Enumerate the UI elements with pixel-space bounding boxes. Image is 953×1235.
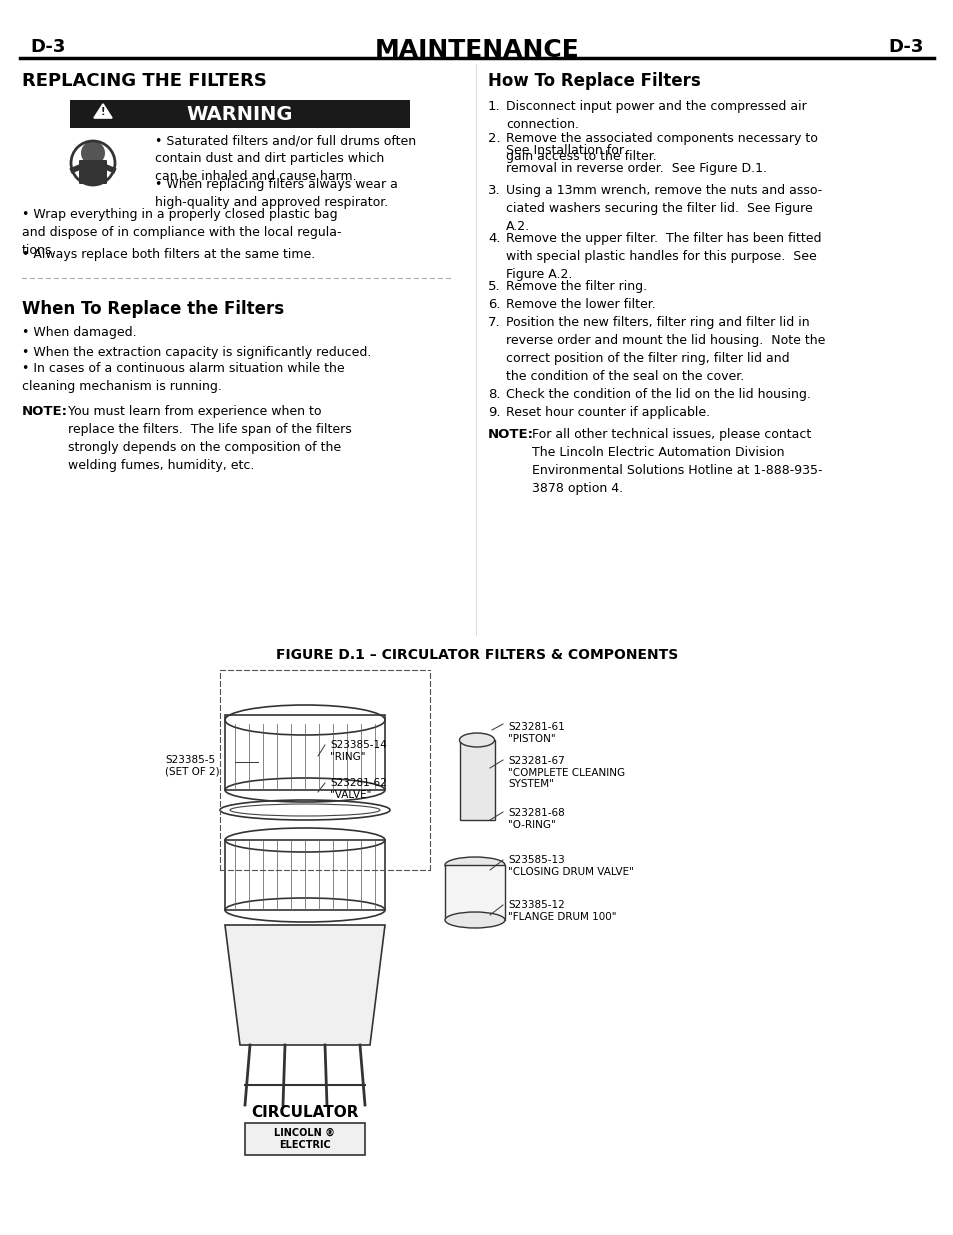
Text: NOTE:: NOTE: <box>488 429 534 441</box>
Text: See Installation for
removal in reverse order.  See Figure D.1.: See Installation for removal in reverse … <box>505 144 766 175</box>
Bar <box>245 1123 365 1155</box>
Text: D-3: D-3 <box>887 38 923 56</box>
Text: • In cases of a continuous alarm situation while the
cleaning mechanism is runni: • In cases of a continuous alarm situati… <box>22 362 344 393</box>
Text: S23385-5
(SET OF 2): S23385-5 (SET OF 2) <box>165 755 219 777</box>
Bar <box>225 840 385 910</box>
Text: 3.: 3. <box>488 184 500 198</box>
Text: For all other technical issues, please contact
The Lincoln Electric Automation D: For all other technical issues, please c… <box>532 429 821 495</box>
Text: S23281-67
"COMPLETE CLEANING
SYSTEM": S23281-67 "COMPLETE CLEANING SYSTEM" <box>507 756 624 789</box>
Text: NOTE:: NOTE: <box>22 405 68 417</box>
Text: CIRCULATOR: CIRCULATOR <box>251 1105 358 1120</box>
Text: • When damaged.: • When damaged. <box>22 326 136 338</box>
Text: Position the new filters, filter ring and filter lid in
reverse order and mount : Position the new filters, filter ring an… <box>505 316 824 383</box>
Text: Remove the upper filter.  The filter has been fitted
with special plastic handle: Remove the upper filter. The filter has … <box>505 232 821 282</box>
FancyBboxPatch shape <box>79 161 107 184</box>
Circle shape <box>81 141 105 165</box>
Text: Disconnect input power and the compressed air
connection.: Disconnect input power and the compresse… <box>505 100 806 131</box>
Text: • Saturated filters and/or full drums often
contain dust and dirt particles whic: • Saturated filters and/or full drums of… <box>154 135 416 183</box>
Text: S23281-68
"O-RING": S23281-68 "O-RING" <box>507 808 564 830</box>
Text: 1.: 1. <box>488 100 500 112</box>
Bar <box>225 715 385 790</box>
Text: Reset hour counter if applicable.: Reset hour counter if applicable. <box>505 406 709 419</box>
Text: 4.: 4. <box>488 232 500 245</box>
Text: FIGURE D.1 – CIRCULATOR FILTERS & COMPONENTS: FIGURE D.1 – CIRCULATOR FILTERS & COMPON… <box>275 648 678 662</box>
Text: Check the condition of the lid on the lid housing.: Check the condition of the lid on the li… <box>505 388 810 401</box>
Text: S23585-13
"CLOSING DRUM VALVE": S23585-13 "CLOSING DRUM VALVE" <box>507 855 633 877</box>
Ellipse shape <box>444 911 504 927</box>
Text: • Always replace both filters at the same time.: • Always replace both filters at the sam… <box>22 248 314 261</box>
Text: • When replacing filters always wear a
high-quality and approved respirator.: • When replacing filters always wear a h… <box>154 178 397 209</box>
Text: S23385-12
"FLANGE DRUM 100": S23385-12 "FLANGE DRUM 100" <box>507 900 616 921</box>
Bar <box>70 100 410 128</box>
Text: Remove the associated components necessary to
gain access to the filter.: Remove the associated components necessa… <box>505 132 817 163</box>
Text: S23385-14
"RING": S23385-14 "RING" <box>330 740 386 762</box>
Text: 8.: 8. <box>488 388 500 401</box>
Bar <box>459 740 495 820</box>
Text: You must learn from experience when to
replace the filters.  The life span of th: You must learn from experience when to r… <box>68 405 352 472</box>
Text: Using a 13mm wrench, remove the nuts and asso-
ciated washers securing the filte: Using a 13mm wrench, remove the nuts and… <box>505 184 821 233</box>
Text: REPLACING THE FILTERS: REPLACING THE FILTERS <box>22 72 267 90</box>
Text: S23281-62
"VALVE": S23281-62 "VALVE" <box>330 778 386 799</box>
Text: • When the extraction capacity is significantly reduced.: • When the extraction capacity is signif… <box>22 346 371 359</box>
Text: LINCOLN ®
ELECTRIC: LINCOLN ® ELECTRIC <box>274 1128 335 1150</box>
Polygon shape <box>225 925 385 1045</box>
Bar <box>444 864 504 920</box>
Text: !: ! <box>101 107 105 117</box>
Text: D-3: D-3 <box>30 38 66 56</box>
Text: 2.: 2. <box>488 132 500 144</box>
Text: Remove the lower filter.: Remove the lower filter. <box>505 298 655 311</box>
Text: MAINTENANCE: MAINTENANCE <box>375 38 578 62</box>
Text: 5.: 5. <box>488 280 500 293</box>
Text: 7.: 7. <box>488 316 500 329</box>
Ellipse shape <box>444 857 504 873</box>
Text: How To Replace Filters: How To Replace Filters <box>488 72 700 90</box>
Text: 6.: 6. <box>488 298 500 311</box>
Text: WARNING: WARNING <box>187 105 293 124</box>
Polygon shape <box>94 104 112 119</box>
Text: Remove the filter ring.: Remove the filter ring. <box>505 280 646 293</box>
Ellipse shape <box>459 734 494 747</box>
Text: When To Replace the Filters: When To Replace the Filters <box>22 300 284 317</box>
Text: • Wrap everything in a properly closed plastic bag
and dispose of in compliance : • Wrap everything in a properly closed p… <box>22 207 341 257</box>
Text: 9.: 9. <box>488 406 500 419</box>
Text: S23281-61
"PISTON": S23281-61 "PISTON" <box>507 722 564 743</box>
